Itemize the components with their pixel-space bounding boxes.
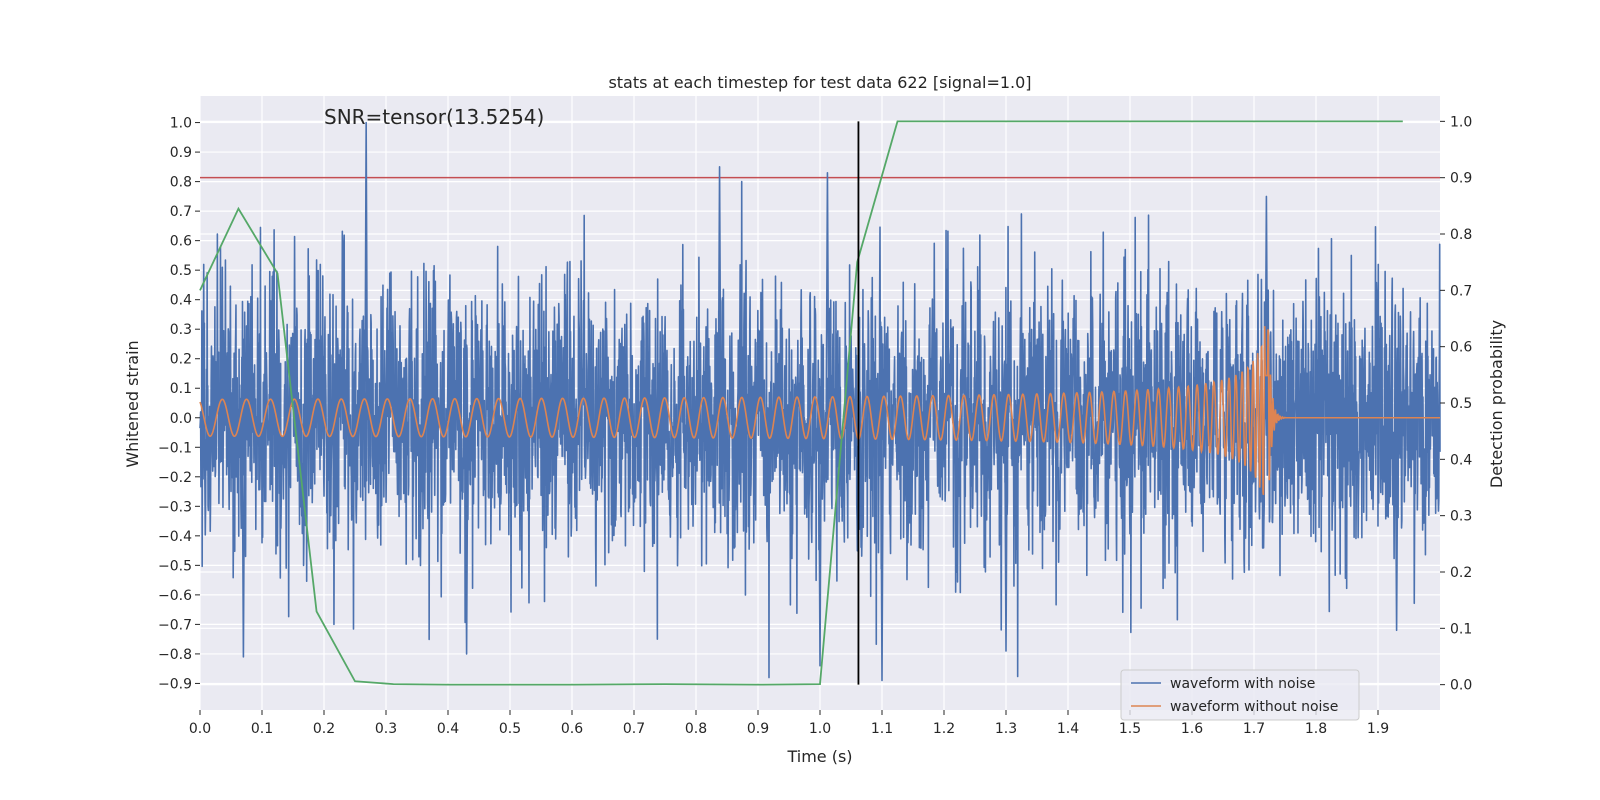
x-tick-label: 1.6: [1181, 721, 1203, 737]
y-tick-label: 0.7: [170, 204, 192, 220]
x-tick-label: 1.0: [809, 721, 831, 737]
y-tick-label: 0.6: [170, 234, 192, 250]
data-lines: [199, 120, 1441, 686]
series-detection-probability: [199, 120, 1403, 686]
x-tick-label: 0.5: [499, 721, 521, 737]
y-tick-label: 0.1: [170, 381, 192, 397]
y2-tick-label: 0.4: [1450, 452, 1472, 468]
y2-tick-label: 0.6: [1450, 340, 1472, 356]
x-tick-label: 0.9: [747, 721, 769, 737]
y-tick-label: −0.4: [158, 529, 192, 545]
x-tick-label: 0.8: [685, 721, 707, 737]
y2-tick-label: 0.8: [1450, 227, 1472, 243]
y-tick-label: 0.3: [170, 322, 192, 338]
legend-label-noise: waveform with noise: [1170, 676, 1315, 692]
y-tick-label: −0.8: [158, 647, 192, 663]
x-tick-label: 0.6: [561, 721, 583, 737]
y-tick-label: −0.6: [158, 588, 192, 604]
y-tick-label: 0.0: [170, 411, 192, 427]
y2-tick-label: 1.0: [1450, 114, 1472, 130]
y2-tick-label: 0.2: [1450, 565, 1472, 581]
y-tick-label: −0.3: [158, 499, 192, 515]
x-tick-label: 1.9: [1367, 721, 1389, 737]
y-tick-label: −0.7: [158, 617, 192, 633]
legend-label-clean: waveform without noise: [1170, 699, 1338, 715]
legend-box: [1120, 669, 1360, 721]
x-tick-label: 1.8: [1305, 721, 1327, 737]
x-tick-label: 1.2: [933, 721, 955, 737]
y-tick-label: 0.5: [170, 263, 192, 279]
y-axis-title: Whitened strain: [123, 340, 142, 467]
x-tick-label: 1.7: [1243, 721, 1265, 737]
y2-axis-title: Detection probability: [1487, 320, 1506, 488]
y-tick-label: −0.2: [158, 470, 192, 486]
x-tick-label: 0.0: [189, 721, 211, 737]
chart-title: stats at each timestep for test data 622…: [608, 73, 1031, 92]
x-axis-title: Time (s): [786, 747, 852, 766]
x-tick-label: 0.2: [313, 721, 335, 737]
y-tick-label: 0.4: [170, 293, 192, 309]
x-tick-label: 0.4: [437, 721, 459, 737]
y2-tick-label: 0.3: [1450, 509, 1472, 525]
y-tick-label: 0.8: [170, 175, 192, 191]
x-tick-label: 0.3: [375, 721, 397, 737]
y-tick-label: −0.9: [158, 676, 192, 692]
legend: waveform with noise waveform without noi…: [1120, 669, 1360, 721]
snr-annotation: SNR=tensor(13.5254): [324, 105, 544, 129]
y2-tick-label: 0.7: [1450, 283, 1472, 299]
x-tick-label: 1.3: [995, 721, 1017, 737]
y2-tick-label: 0.9: [1450, 171, 1472, 187]
y-tick-label: 1.0: [170, 116, 192, 132]
x-tick-label: 1.1: [871, 721, 893, 737]
x-tick-label: 0.7: [623, 721, 645, 737]
y-tick-label: 0.2: [170, 352, 192, 368]
y2-tick-label: 0.5: [1450, 396, 1472, 412]
y-tick-label: −0.1: [158, 440, 192, 456]
y-tick-label: −0.5: [158, 558, 192, 574]
y-tick-label: 0.9: [170, 145, 192, 161]
x-tick-label: 0.1: [251, 721, 273, 737]
y2-tick-label: 0.0: [1450, 678, 1472, 694]
x-tick-label: 1.5: [1119, 721, 1141, 737]
x-tick-label: 1.4: [1057, 721, 1079, 737]
tick-labels: 0.0 0.1 0.2 0.3 0.4 0.5 0.6 0.7 0.8 0.9 1.0 1.1 1.2 1…: [158, 114, 1472, 737]
series-waveform-with-noise: [199, 121, 1441, 682]
series-waveform-without-noise: [199, 326, 1440, 496]
y2-tick-label: 0.1: [1450, 621, 1472, 637]
